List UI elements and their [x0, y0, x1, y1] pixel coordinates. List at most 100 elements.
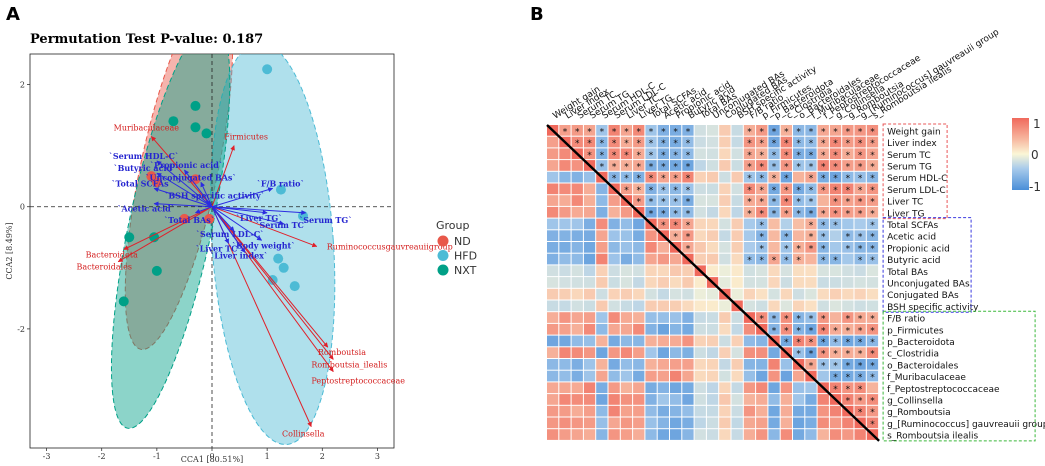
significance-star: *: [760, 186, 765, 196]
heatmap-cell: [547, 171, 559, 183]
heatmap-cell: [805, 359, 817, 370]
heatmap-cell: [571, 405, 583, 417]
significance-star: *: [858, 338, 863, 348]
heatmap-cell: [842, 253, 854, 265]
heatmap-cell: [842, 370, 854, 382]
significance-star: *: [624, 174, 629, 184]
heatmap-cell: [596, 288, 608, 300]
heatmap-cell: [571, 183, 583, 195]
heatmap-cell: [670, 148, 682, 160]
heatmap-cell: [817, 242, 829, 253]
heatmap-cell: [842, 394, 854, 405]
heatmap-cell: [620, 206, 633, 218]
heatmap-cell: [842, 125, 854, 136]
heatmap-cell: [547, 218, 559, 230]
row-label: Liver TC: [887, 198, 923, 208]
significance-star: *: [661, 162, 666, 172]
heatmap-cell: [780, 382, 792, 394]
heatmap-cell: [719, 417, 731, 429]
significance-star: *: [661, 221, 666, 231]
heatmap-cell: [743, 277, 756, 288]
significance-star: *: [796, 256, 801, 266]
significance-star: *: [686, 198, 691, 208]
heatmap-cell: [596, 218, 608, 230]
significance-star: *: [809, 350, 814, 360]
heatmap-cell: [780, 242, 792, 253]
heatmap-cell: [694, 300, 706, 312]
heatmap-cell: [657, 394, 669, 405]
taxa-label: Bacteroidota: [86, 250, 138, 259]
env-label: `Serum TC`: [255, 220, 307, 230]
heatmap-cell: [559, 253, 571, 265]
heatmap-cell: [842, 195, 854, 206]
heatmap-cell: [657, 242, 669, 253]
heatmap-cell: [633, 405, 645, 417]
heatmap-cell: [620, 265, 633, 277]
significance-star: *: [858, 162, 863, 172]
heatmap-cell: [571, 136, 583, 148]
heatmap-cell: [866, 300, 879, 312]
heatmap-cell: [805, 300, 817, 312]
significance-star: *: [760, 198, 765, 208]
heatmap-cell: [780, 171, 792, 183]
taxa-label: Peptostreptococcaceae: [311, 377, 405, 386]
heatmap-cell: [842, 265, 854, 277]
heatmap-cell: [743, 148, 756, 160]
heatmap-cell: [633, 253, 645, 265]
heatmap-cell: [805, 382, 817, 394]
heatmap-cell: [829, 405, 842, 417]
cca-title: Permutation Test P-value: 0.187: [30, 32, 263, 47]
significance-star: *: [637, 162, 642, 172]
heatmap-cell: [571, 277, 583, 288]
heatmap-cell: [817, 230, 829, 241]
heatmap-cell: [768, 171, 780, 183]
significance-star: *: [760, 256, 765, 266]
point-nd: [204, 213, 215, 224]
heatmap-cell: [633, 230, 645, 241]
heatmap-cell: [780, 160, 792, 171]
heatmap-cell: [719, 335, 731, 347]
heatmap-cell: [805, 417, 817, 429]
env-arrow: [211, 206, 307, 216]
heatmap-cell: [608, 242, 620, 253]
row-label: p_Bacteroidota: [887, 338, 955, 348]
heatmap-cell: [866, 417, 879, 429]
significance-star: *: [772, 174, 777, 184]
significance-star: *: [833, 361, 838, 371]
legend-swatch-nd: [437, 235, 449, 247]
heatmap-cell: [854, 335, 866, 347]
x-tick-label: 3: [375, 452, 380, 461]
heatmap-cell: [571, 394, 583, 405]
heatmap-cell: [571, 253, 583, 265]
row-label: Liver index: [887, 139, 937, 149]
heatmap-cell: [633, 300, 645, 312]
heatmap-cell: [596, 277, 608, 288]
heatmap-cell: [842, 347, 854, 358]
heatmap-cell: [608, 253, 620, 265]
significance-star: *: [833, 162, 838, 172]
significance-star: *: [846, 186, 851, 196]
heatmap-cell: [719, 206, 731, 218]
heatmap-cell: [731, 288, 743, 300]
heatmap-cell: [633, 195, 645, 206]
significance-star: *: [809, 186, 814, 196]
heatmap-cell: [793, 148, 805, 160]
heatmap-cell: [633, 218, 645, 230]
heatmap-cell: [842, 277, 854, 288]
heatmap-cell: [571, 312, 583, 323]
heatmap-cell: [780, 359, 792, 370]
heatmap-cell: [768, 253, 780, 265]
heatmap-cell: [645, 417, 657, 429]
heatmap-cell: [682, 394, 694, 405]
heatmap-cell: [793, 253, 805, 265]
heatmap-cell: [842, 148, 854, 160]
taxa-label: Muribaculaceae: [114, 123, 180, 132]
heatmap-cell: [583, 394, 596, 405]
heatmap-cell: [670, 323, 682, 335]
heatmap-cell: [842, 160, 854, 171]
heatmap-cell: [596, 206, 608, 218]
heatmap-cell: [559, 312, 571, 323]
heatmap-cell: [571, 429, 583, 440]
heatmap-cell: [817, 148, 829, 160]
